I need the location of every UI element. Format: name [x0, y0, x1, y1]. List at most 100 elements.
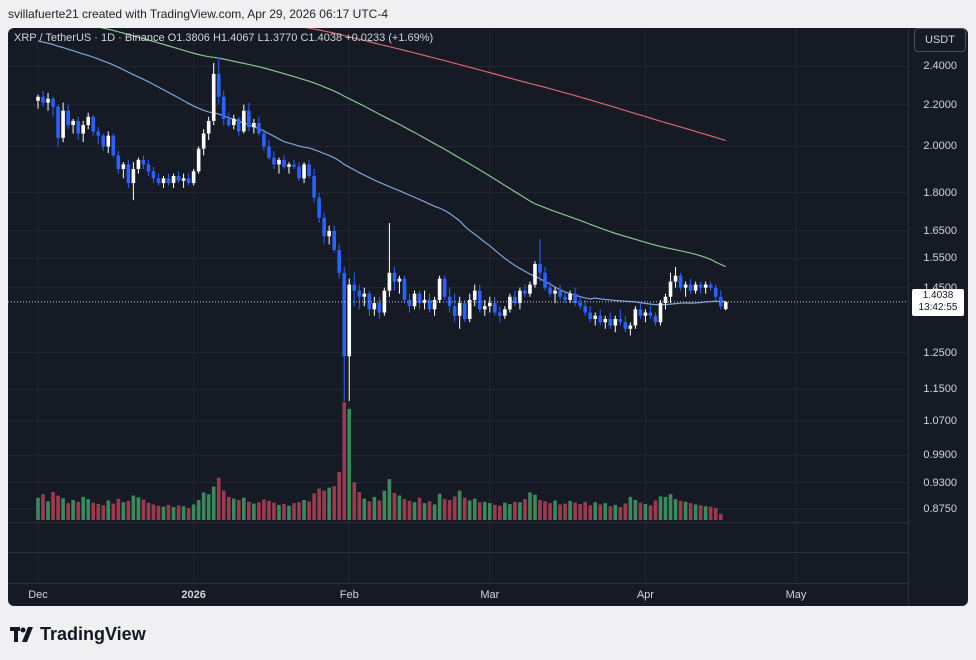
candle-body: [171, 175, 176, 184]
volume-bar: [427, 501, 432, 520]
volume-bar: [718, 513, 723, 520]
symbol-title[interactable]: XRP / TetherUS · 1D · Binance: [14, 32, 165, 44]
price-tick-label: 1.2500: [923, 346, 957, 359]
candle-body: [422, 299, 427, 304]
candle-body: [643, 312, 648, 316]
symbol-legend[interactable]: XRP / TetherUS · 1D · Binance O1.3806 H1…: [14, 32, 433, 44]
candle-body: [658, 303, 663, 323]
volume-bar: [472, 498, 477, 520]
volume-bar: [688, 503, 693, 520]
candle-body: [357, 290, 362, 297]
candle-body: [56, 106, 60, 138]
volume-bar: [221, 490, 226, 520]
time-tick-label: Dec: [28, 589, 48, 601]
volume-bar: [257, 502, 261, 520]
currency-button[interactable]: USDT: [914, 28, 966, 52]
volume-bar: [588, 505, 592, 520]
candle-body: [282, 159, 286, 167]
chart-canvas[interactable]: [8, 28, 908, 583]
volume-bar: [96, 504, 101, 520]
volume-bar: [382, 490, 387, 520]
pane-divider[interactable]: [8, 552, 908, 553]
volume-bar: [226, 496, 231, 520]
candle-body: [161, 178, 166, 184]
volume-pane-divider[interactable]: [8, 522, 908, 523]
tradingview-logo[interactable]: TradingView: [10, 624, 146, 645]
candle-body: [708, 284, 713, 288]
candle-body: [488, 303, 492, 307]
candle-body: [688, 284, 693, 291]
price-tick-label: 0.9300: [923, 476, 957, 489]
candle-body: [533, 264, 537, 285]
candle-body: [573, 293, 577, 304]
price-scale[interactable]: 2.4000 2.2000 2.0000 1.8000 1.6500 1.5500 1.45…: [908, 28, 968, 606]
chart-panel[interactable]: XRP / TetherUS · 1D · Binance O1.3806 H1…: [8, 28, 968, 606]
candle-body: [493, 303, 497, 313]
tradingview-logo-text: TradingView: [40, 624, 146, 644]
volume-bar: [392, 492, 397, 520]
close-value: 1.4038: [308, 32, 343, 44]
candle-body: [663, 296, 668, 304]
candle-body: [136, 159, 141, 170]
high-label: H: [212, 32, 221, 44]
volume-bar: [477, 502, 482, 520]
low-value: 1.3770: [263, 32, 298, 44]
price-tick-label: 0.9900: [923, 449, 957, 462]
volume-bar: [206, 494, 211, 520]
candle-body: [623, 322, 628, 329]
candle-body: [302, 164, 306, 179]
volume-bar: [322, 490, 326, 520]
volume-bar: [442, 499, 447, 520]
volume-bar: [186, 508, 191, 520]
volume-bar: [412, 502, 417, 520]
candle-body: [472, 290, 477, 300]
open-label: O: [167, 32, 177, 44]
candle-body: [362, 293, 367, 297]
volume-bar: [136, 497, 141, 520]
volume-bar: [297, 502, 301, 520]
volume-bar: [513, 501, 517, 520]
time-tick-label: Feb: [339, 589, 359, 601]
candle-body: [518, 290, 522, 304]
volume-bar: [407, 500, 412, 520]
change-value: +0.0233 (+1.69%): [345, 32, 434, 44]
candle-body: [548, 287, 552, 294]
volume-bar: [467, 500, 472, 520]
candle-body: [513, 296, 517, 304]
candle-body: [608, 318, 613, 326]
candle-body: [543, 272, 547, 288]
candle-body: [563, 296, 567, 300]
volume-bar: [437, 493, 442, 520]
volume-bar: [693, 504, 698, 520]
price-tick-label: 2.0000: [923, 140, 957, 153]
volume-bar: [523, 499, 527, 520]
candle-body: [297, 166, 301, 179]
candle-body: [698, 284, 703, 288]
candle-body: [558, 290, 562, 297]
volume-bar: [578, 504, 582, 520]
candle-body: [196, 148, 201, 172]
volume-bar: [678, 500, 683, 520]
volume-bar: [673, 499, 678, 520]
volume-bar: [528, 492, 532, 520]
volume-bar: [76, 501, 80, 520]
candle-body: [272, 157, 276, 165]
candle-body: [96, 131, 101, 136]
candle-body: [61, 110, 65, 138]
header-credit: svillafuerte21 created with TradingView.…: [8, 7, 388, 21]
volume-bar: [598, 504, 603, 520]
candle-body: [377, 303, 382, 313]
candle-body: [402, 278, 407, 300]
candle-body: [467, 299, 472, 319]
candle-body: [322, 217, 326, 237]
candle-body: [91, 116, 96, 132]
candle-body: [71, 120, 75, 126]
volume-bar: [312, 493, 316, 520]
moving-average-100-line: [100, 28, 726, 268]
candle-body: [723, 301, 728, 310]
time-axis[interactable]: Dec 2026 Feb Mar Apr May: [8, 583, 908, 606]
volume-bar: [81, 496, 85, 520]
volume-bar: [417, 497, 422, 520]
candle-body: [693, 284, 698, 291]
price-tick-label: 2.2000: [923, 98, 957, 111]
